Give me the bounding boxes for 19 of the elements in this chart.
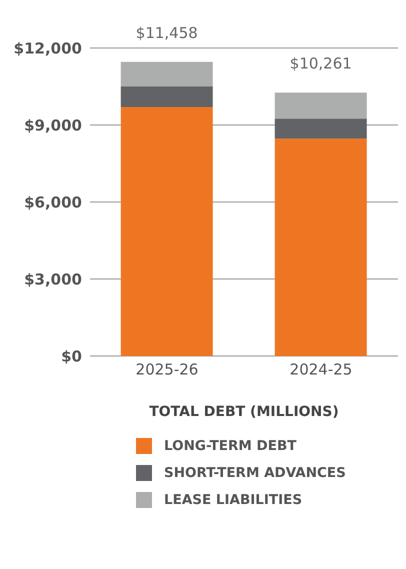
bar [274, 92, 367, 119]
total-label: $11,458 [136, 24, 198, 42]
bar [120, 62, 213, 86]
bar [120, 86, 213, 108]
x-axis-title: TOTAL DEBT (MILLIONS) [149, 404, 339, 420]
bar [120, 107, 213, 356]
y-tick-label: $3,000 [24, 270, 82, 288]
y-tick-label: $0 [61, 347, 82, 366]
legend-label: SHORT-TERM ADVANCES [164, 464, 346, 480]
bar [274, 118, 367, 139]
bar [274, 138, 367, 356]
legend-label: LEASE LIABILITIES [164, 492, 302, 508]
x-tick-label: 2024-25 [290, 360, 352, 379]
y-tick-label: $6,000 [24, 193, 82, 212]
y-tick-label: $12,000 [14, 39, 82, 58]
y-tick-label: $9,000 [24, 116, 82, 134]
legend-label: LONG-TERM DEBT [164, 438, 296, 454]
total-label: $10,261 [290, 54, 352, 73]
x-tick-label: 2025-26 [136, 360, 198, 379]
